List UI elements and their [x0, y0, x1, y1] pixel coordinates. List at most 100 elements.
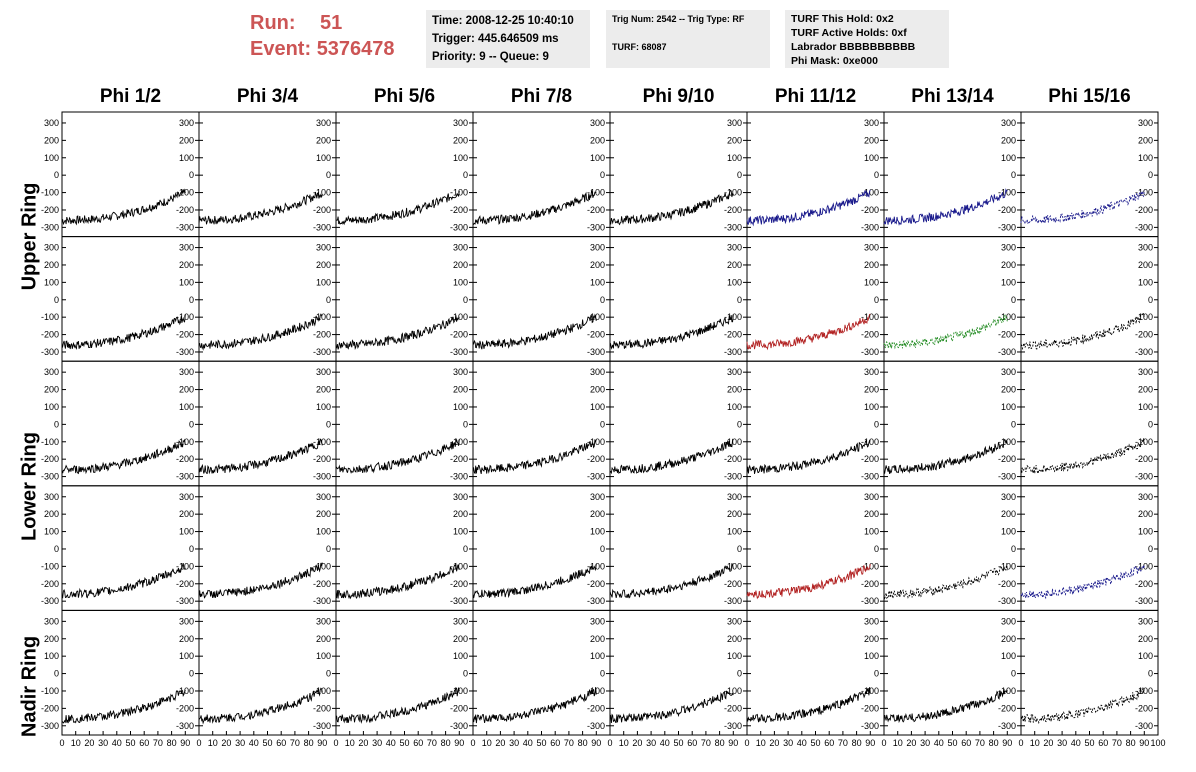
y-tick-label: -300: [998, 347, 1016, 357]
panel-frame: [335, 111, 474, 238]
x-tick-label: 90: [454, 738, 464, 748]
x-tick-label: 60: [139, 738, 149, 748]
x-tick-label: 20: [906, 738, 916, 748]
y-tick-label: -100: [41, 686, 59, 696]
waveform-trace: [472, 687, 597, 724]
y-tick-label: 0: [737, 669, 742, 679]
y-tick-label: 0: [600, 419, 605, 429]
y-tick-label: 100: [44, 402, 59, 412]
run-event-header: Run: 51 Event: 5376478: [250, 10, 395, 62]
waveform-trace: [62, 689, 186, 724]
y-tick-label: -200: [176, 205, 194, 215]
y-tick-label: -300: [313, 472, 331, 482]
y-tick-label: -300: [41, 721, 59, 731]
y-tick-label: -200: [176, 703, 194, 713]
y-tick-label: 200: [1138, 634, 1153, 644]
x-tick-label: 90: [1139, 738, 1149, 748]
panel-frame: [883, 485, 1022, 611]
waveform-panel-r4-c7: -300 -200 -100 0 100 200 300 0 10 20 30 40 50 60 70 80 9…: [1018, 609, 1166, 748]
y-tick-label: -200: [1135, 703, 1153, 713]
y-tick-label: 200: [1001, 385, 1016, 395]
col-title-phi-15-16: Phi 15/16: [1048, 86, 1131, 107]
y-tick-label: 300: [44, 492, 59, 502]
x-tick-label: 100: [1150, 738, 1165, 748]
y-tick-label: -100: [1135, 686, 1153, 696]
y-tick-label: 200: [179, 634, 194, 644]
x-tick-label: 50: [399, 738, 409, 748]
y-tick-label: -200: [450, 579, 468, 589]
y-tick-label: -100: [724, 686, 742, 696]
y-tick-label: 200: [44, 634, 59, 644]
priority-text: Priority: 9 -- Queue: 9: [432, 51, 549, 63]
y-tick-label: 0: [54, 544, 59, 554]
y-tick-label: 100: [316, 402, 331, 412]
waveform-trace: [746, 563, 871, 600]
x-tick-label: 0: [607, 738, 612, 748]
run-label: Run:: [250, 12, 296, 34]
y-tick-label: -300: [450, 222, 468, 232]
y-tick-label: 200: [1001, 135, 1016, 145]
waveform-panel-r2-c4: -300 -200 -100 0 100 200 300: [609, 360, 748, 487]
y-tick-label: -300: [724, 596, 742, 606]
y-tick-label: 100: [864, 527, 879, 537]
y-tick-label: 100: [316, 153, 331, 163]
x-tick-label: 0: [1018, 738, 1023, 748]
y-tick-label: 100: [1001, 277, 1016, 287]
y-tick-label: -300: [587, 721, 605, 731]
waveform-panel-r3-c2: -300 -200 -100 0 100 200 300: [335, 485, 474, 611]
y-tick-label: -300: [861, 472, 879, 482]
y-tick-label: 300: [1138, 492, 1153, 502]
x-tick-label: 30: [1057, 738, 1067, 748]
x-tick-label: 50: [947, 738, 957, 748]
x-tick-label: 20: [84, 738, 94, 748]
y-tick-label: 0: [463, 544, 468, 554]
panel-frame: [335, 485, 474, 611]
waveform-trace: [609, 563, 734, 599]
y-tick-label: 100: [179, 527, 194, 537]
y-tick-label: -300: [176, 222, 194, 232]
y-tick-label: 100: [1138, 527, 1153, 537]
x-tick-label: 10: [893, 738, 903, 748]
waveform-trace: [609, 690, 734, 724]
y-tick-label: 300: [1001, 367, 1016, 377]
panel-frame: [472, 485, 611, 611]
waveform-trace: [335, 315, 460, 350]
col-title-phi-5-6: Phi 5/6: [373, 86, 436, 107]
y-tick-label: 100: [1001, 402, 1016, 412]
x-tick-label: 70: [153, 738, 163, 748]
y-tick-label: 200: [316, 385, 331, 395]
y-tick-label: 300: [453, 367, 468, 377]
y-tick-label: -300: [1135, 222, 1153, 232]
waveform-panel-r1-c6: -300 -200 -100 0 100 200 300: [883, 236, 1022, 362]
panel-frame: [883, 360, 1022, 487]
y-tick-label: -200: [724, 579, 742, 589]
y-tick-label: 100: [44, 651, 59, 661]
y-tick-label: -100: [861, 188, 879, 198]
y-tick-label: -300: [41, 347, 59, 357]
x-tick-label: 60: [276, 738, 286, 748]
waveform-trace: [609, 314, 734, 350]
turf-this-hold-text: TURF This Hold: 0x2: [791, 13, 894, 25]
y-tick-label: -300: [313, 721, 331, 731]
y-tick-label: -300: [450, 472, 468, 482]
waveform-trace: [746, 313, 871, 351]
y-tick-label: 300: [1138, 616, 1153, 626]
y-tick-label: -100: [861, 437, 879, 447]
y-tick-label: -200: [41, 330, 59, 340]
waveform-panel-r1-c1: -300 -200 -100 0 100 200 300: [198, 236, 337, 362]
y-tick-label: 0: [326, 170, 331, 180]
y-tick-label: 300: [453, 616, 468, 626]
x-tick-label: 20: [221, 738, 231, 748]
panel-frame: [61, 360, 200, 487]
y-tick-label: 200: [44, 385, 59, 395]
turf-info-panel: TURF This Hold: 0x2 TURF Active Holds: 0…: [785, 10, 949, 68]
y-tick-label: 200: [453, 509, 468, 519]
y-tick-label: 200: [316, 135, 331, 145]
x-tick-label: 80: [578, 738, 588, 748]
x-tick-label: 70: [564, 738, 574, 748]
y-tick-label: 0: [189, 669, 194, 679]
y-tick-label: 300: [44, 367, 59, 377]
